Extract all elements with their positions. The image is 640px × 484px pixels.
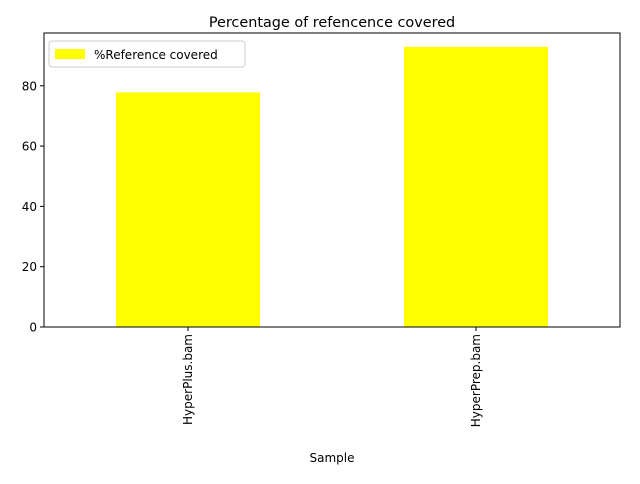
bar-HyperPrep.bam [404,46,548,328]
x-tick-label: HyperPrep.bam [469,334,483,427]
y-tick-label: 40 [22,200,37,214]
x-axis-label: Sample [310,451,355,465]
bar-HyperPlus.bam [116,92,260,327]
plot-frame [43,32,621,328]
legend: %Reference covered [48,40,246,68]
y-tick-label: 80 [22,79,37,93]
legend-box [48,40,246,68]
legend-swatch [55,49,85,59]
y-tick-label: 0 [29,321,37,335]
axes-group: 0 20 40 60 80 HyperPlus.bam HyperPrep.bam [22,32,621,427]
bars-group [116,46,548,328]
y-tick-label: 60 [22,140,37,154]
legend-label: %Reference covered [94,48,218,62]
y-tick-label: 20 [22,260,37,274]
x-tick-label: HyperPlus.bam [181,334,195,425]
chart-title: Percentage of refencence covered [209,15,455,31]
